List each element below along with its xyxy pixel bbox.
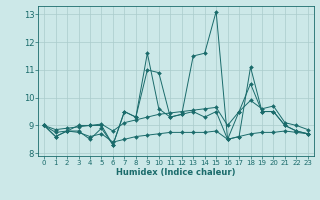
X-axis label: Humidex (Indice chaleur): Humidex (Indice chaleur) — [116, 168, 236, 177]
